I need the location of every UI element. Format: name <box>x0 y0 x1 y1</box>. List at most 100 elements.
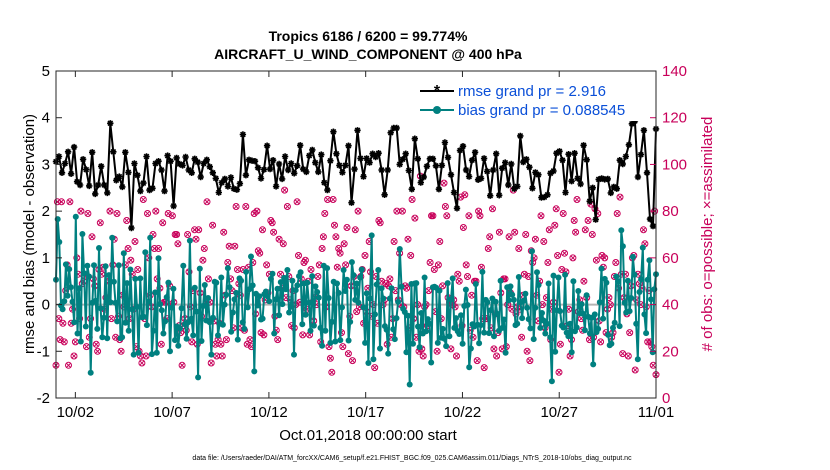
bias-point <box>613 273 620 280</box>
bias-point <box>449 275 456 282</box>
rmse-point <box>64 148 72 155</box>
obs-possible-point <box>70 352 78 360</box>
bias-point <box>224 265 231 272</box>
bias-point <box>266 298 273 305</box>
obs-assimilated-point <box>336 245 342 252</box>
obs-assimilated-point <box>538 213 544 219</box>
bias-point <box>615 278 621 285</box>
obs-possible-point <box>531 235 539 243</box>
obs-assimilated-point <box>175 241 181 247</box>
rmse-point <box>55 153 63 160</box>
bias-point <box>595 325 602 332</box>
bias-point <box>547 334 554 341</box>
obs-possible-point <box>523 347 531 355</box>
legend-rmse-marker: * <box>434 83 441 100</box>
obs-possible-point <box>279 240 287 248</box>
bias-point <box>74 330 81 337</box>
obs-assimilated-point <box>617 194 623 200</box>
obs-assimilated-point <box>322 210 328 217</box>
obs-assimilated-point <box>481 364 487 371</box>
obs-possible-point <box>152 207 160 215</box>
y-tick-label: 0 <box>42 297 50 314</box>
bias-point <box>580 310 587 317</box>
rmse-point <box>649 222 657 230</box>
legend: * rmse grand pr = 2.916 bias grand pr = … <box>414 79 648 121</box>
bias-point <box>168 304 175 311</box>
obs-assimilated-point <box>124 217 130 224</box>
rmse-point <box>357 155 364 162</box>
rmse-point <box>480 155 488 162</box>
bias-point <box>372 311 378 318</box>
obs-assimilated-point <box>158 341 164 347</box>
obs-possible-point <box>333 263 341 271</box>
x-tick-label: 10/27 <box>540 404 578 421</box>
obs-possible-point <box>584 217 592 224</box>
bias-point <box>305 299 312 306</box>
bias-point <box>530 336 537 343</box>
obs-possible-point <box>545 226 553 234</box>
rmse-point <box>318 151 325 158</box>
bias-point <box>286 309 293 316</box>
obs-possible-point <box>493 352 501 360</box>
rmse-point <box>224 183 232 190</box>
obs-assimilated-point <box>333 234 339 240</box>
obs-assimilated-point <box>466 213 472 219</box>
obs-possible-point <box>551 221 559 229</box>
obs-assimilated-point <box>435 262 442 268</box>
bias-point <box>142 249 149 256</box>
bias-point <box>87 369 94 376</box>
obs-possible-point <box>612 259 620 266</box>
rmse-point <box>520 158 527 166</box>
bias-point <box>238 277 245 284</box>
obs-assimilated-point <box>263 262 270 268</box>
rmse-point <box>535 171 542 178</box>
rmse-point <box>505 181 512 189</box>
rmse-point <box>438 162 446 169</box>
rmse-point <box>275 160 283 168</box>
bias-point <box>534 269 540 276</box>
bias-point <box>434 339 441 346</box>
bias-point <box>507 283 514 290</box>
data-layer <box>52 117 660 388</box>
bias-point <box>125 327 132 334</box>
y2-tick-label: 140 <box>662 63 687 80</box>
rmse-point <box>447 171 455 178</box>
obs-possible-point <box>386 275 394 283</box>
bias-point <box>233 289 240 296</box>
obs-assimilated-point <box>342 262 349 268</box>
rmse-point <box>266 165 274 173</box>
obs-possible-point <box>66 198 74 206</box>
bias-point <box>492 298 499 305</box>
y-tick-label: 2 <box>42 203 50 220</box>
obs-assimilated-point <box>614 210 620 217</box>
bias-point <box>226 284 233 291</box>
rmse-point <box>281 153 289 160</box>
rmse-point <box>414 155 421 162</box>
rmse-point <box>450 189 458 196</box>
bias-point <box>119 334 126 341</box>
obs-assimilated-point <box>431 266 437 273</box>
obs-assimilated-point <box>439 283 446 289</box>
bias-point <box>81 270 88 277</box>
obs-assimilated-point <box>327 355 334 361</box>
rmse-point <box>200 160 207 167</box>
bias-point <box>219 321 226 328</box>
bias-point <box>191 284 198 291</box>
bias-point <box>415 323 421 330</box>
rmse-point <box>158 166 165 174</box>
rmse-point <box>269 157 277 164</box>
rmse-point <box>260 166 268 173</box>
obs-possible-point <box>486 233 494 241</box>
obs-assimilated-point <box>330 196 336 203</box>
rmse-point <box>471 149 479 156</box>
bias-point <box>329 318 335 325</box>
bias-point <box>641 311 648 318</box>
bias-point <box>573 324 580 331</box>
rmse-point <box>366 159 373 166</box>
bias-point <box>548 378 555 385</box>
bias-point <box>494 310 501 317</box>
obs-possible-point <box>164 210 172 217</box>
rmse-point <box>643 169 651 176</box>
bias-point <box>418 310 425 316</box>
bias-point <box>649 349 656 356</box>
